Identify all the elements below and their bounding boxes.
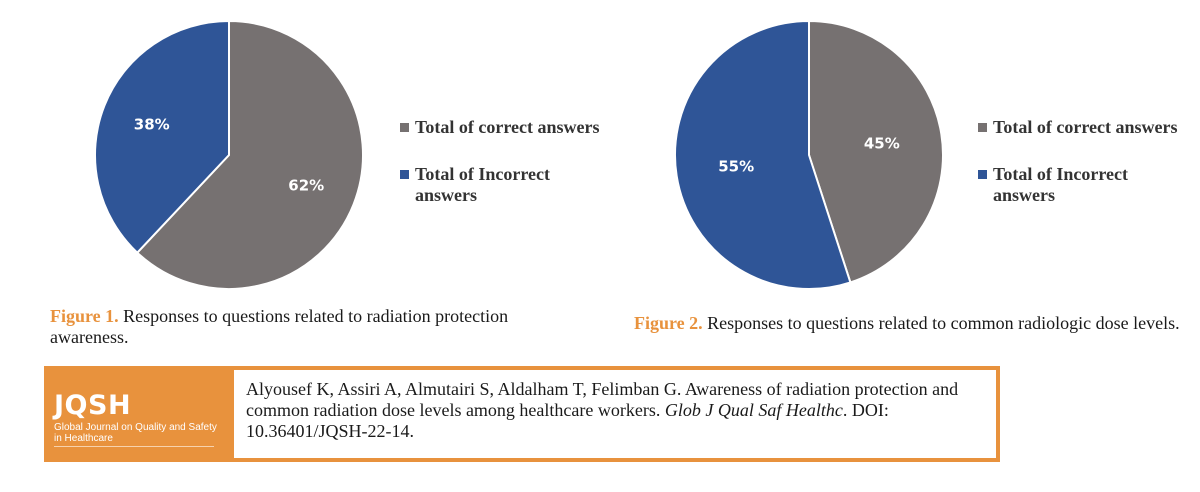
pie-slice-correct: [135, 19, 364, 290]
jqsh-logo-subtitle: Global Journal on Quality and Safety in …: [54, 422, 217, 444]
jqsh-logo: JQSH Global Journal on Quality and Safet…: [44, 366, 232, 462]
figure-2-label: Figure 2.: [634, 313, 703, 333]
legend-swatch-correct: [400, 123, 409, 132]
legend-swatch-incorrect: [978, 170, 987, 179]
pie-data-label-correct: 62%: [288, 177, 324, 195]
legend-label-correct: Total of correct answers: [993, 117, 1178, 137]
citation-text: Alyousef K, Assiri A, Almutairi S, Aldal…: [234, 370, 996, 458]
figure-1-caption-text: Responses to questions related to radiat…: [50, 306, 509, 347]
legend-label-incorrect: Total of Incorrect answers: [415, 164, 550, 205]
legend-item-correct: Total of correct answers: [400, 117, 600, 138]
pie-chart-figure-1: 62% 38%: [94, 19, 364, 290]
pie-data-label-incorrect: 55%: [718, 158, 754, 176]
legend-item-incorrect: Total of Incorrect answers: [400, 164, 600, 206]
figure-1-label: Figure 1.: [50, 306, 119, 326]
pie-slice-correct: [808, 19, 944, 284]
legend-figure-1: Total of correct answers Total of Incorr…: [400, 117, 600, 206]
legend-item-incorrect: Total of Incorrect answers: [978, 164, 1178, 206]
citation-journal: Glob J Qual Saf Healthc: [664, 400, 843, 420]
figure-2-caption-text: Responses to questions related to common…: [707, 313, 1180, 333]
citation-doi: . DOI: 10.36401/JQSH-22-14.: [246, 400, 889, 441]
legend-swatch-incorrect: [400, 170, 409, 179]
legend-swatch-correct: [978, 123, 987, 132]
legend-label-correct: Total of correct answers: [415, 117, 600, 137]
pie-slice-incorrect: [674, 19, 852, 290]
jqsh-logo-divider: [54, 446, 214, 447]
pie-data-label-incorrect: 38%: [134, 115, 170, 133]
figure-2-caption: Figure 2. Responses to questions related…: [634, 313, 1194, 334]
legend-item-correct: Total of correct answers: [978, 117, 1178, 138]
pie-slice-incorrect: [94, 19, 230, 255]
figure-1-caption: Figure 1. Responses to questions related…: [50, 306, 590, 348]
citation-banner: JQSH Global Journal on Quality and Safet…: [44, 366, 1000, 462]
citation-authors-title: Alyousef K, Assiri A, Almutairi S, Aldal…: [246, 379, 959, 420]
legend-label-incorrect: Total of Incorrect answers: [993, 164, 1128, 205]
jqsh-logo-title: JQSH: [54, 390, 132, 421]
pie-chart-figure-2: 45% 55%: [674, 19, 944, 290]
pie-data-label-correct: 45%: [864, 134, 900, 152]
legend-figure-2: Total of correct answers Total of Incorr…: [978, 117, 1178, 206]
